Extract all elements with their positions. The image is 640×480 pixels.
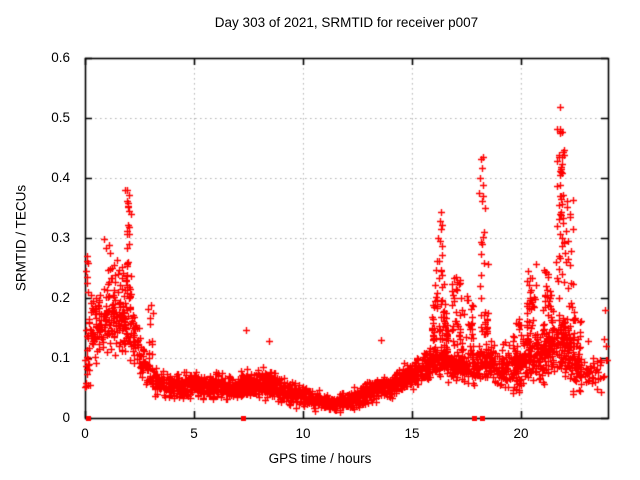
y-tick-label: 0: [62, 410, 70, 425]
x-tick-label: 15: [404, 426, 420, 441]
chart-title: Day 303 of 2021, SRMTID for receiver p00…: [214, 15, 479, 30]
x-tick-label: 10: [295, 426, 311, 441]
x-tick-label: 20: [513, 426, 529, 441]
x-tick-label: 5: [190, 426, 198, 441]
x-tick-label: 0: [81, 426, 89, 441]
y-tick-label: 0.1: [51, 350, 70, 365]
y-tick-label: 0.2: [51, 290, 70, 305]
y-tick-label: 0.3: [51, 230, 70, 245]
y-tick-label: 0.5: [51, 110, 70, 125]
x-axis-label: GPS time / hours: [268, 451, 372, 466]
y-tick-label: 0.6: [51, 50, 70, 65]
y-tick-label: 0.4: [51, 170, 70, 185]
